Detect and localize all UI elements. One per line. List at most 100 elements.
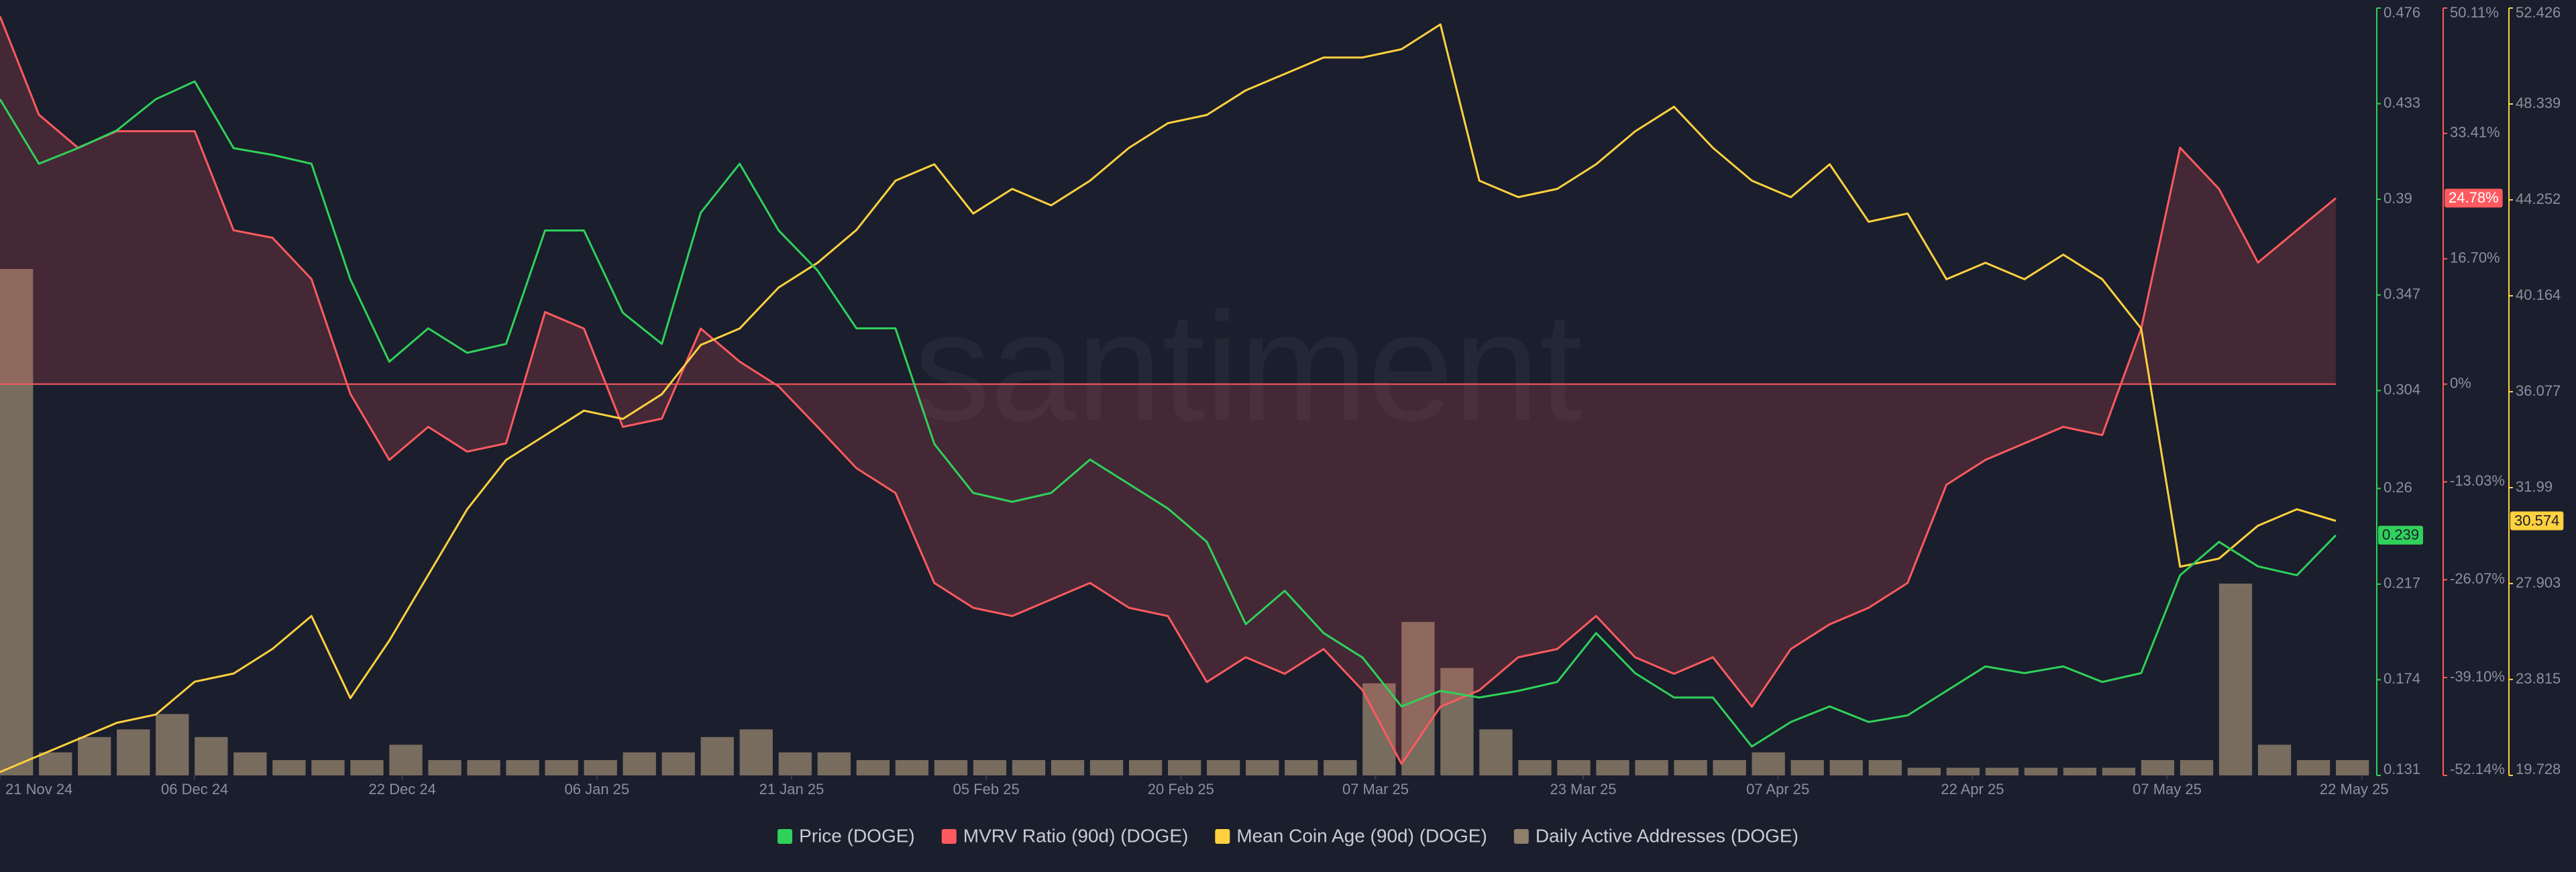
bar xyxy=(1246,760,1279,775)
bar xyxy=(1051,760,1085,775)
x-tick-label: 20 Feb 25 xyxy=(1148,781,1214,798)
bar xyxy=(2257,745,2292,775)
bar xyxy=(1479,729,1513,775)
value-badge: 30.574 xyxy=(2510,511,2564,531)
bar xyxy=(1752,752,1785,775)
bar xyxy=(1557,760,1591,775)
bar xyxy=(934,760,968,775)
bar xyxy=(817,752,851,775)
y-tick-label: 52.426 xyxy=(2516,4,2561,21)
bar xyxy=(78,737,111,775)
bar xyxy=(2102,767,2136,775)
bar xyxy=(1285,760,1318,775)
bar xyxy=(272,760,306,775)
y-tick-label: 0.347 xyxy=(2383,286,2420,303)
y-tick-label: 48.339 xyxy=(2516,95,2561,111)
x-tick-label: 21 Jan 25 xyxy=(759,781,824,798)
legend: Price (DOGE) MVRV Ratio (90d) (DOGE) Mean … xyxy=(777,825,1799,846)
badge-label: 24.78% xyxy=(2449,189,2499,206)
bar xyxy=(545,760,578,775)
y-tick-label: 0.476 xyxy=(2383,4,2420,21)
bar xyxy=(428,760,462,775)
legend-label: Mean Coin Age (90d) (DOGE) xyxy=(1236,825,1487,846)
y-tick-label: 40.164 xyxy=(2516,286,2561,303)
legend-swatch xyxy=(941,829,957,844)
y-tick-label: 0.304 xyxy=(2383,381,2420,398)
y-tick-label: 0.131 xyxy=(2383,761,2420,777)
watermark: santiment xyxy=(913,280,1582,453)
bar xyxy=(973,760,1007,775)
bar xyxy=(1128,760,1163,775)
bar xyxy=(1946,767,1980,775)
legend-label: Daily Active Addresses (DOGE) xyxy=(1536,825,1799,846)
bar xyxy=(623,752,656,775)
mvrv-area xyxy=(0,16,2336,764)
bar xyxy=(700,737,734,775)
y-tick-label: 44.252 xyxy=(2516,190,2561,207)
bar xyxy=(1596,760,1629,775)
legend-swatch xyxy=(1513,829,1529,844)
bar xyxy=(2141,760,2175,775)
x-tick-label: 06 Dec 24 xyxy=(161,781,228,798)
y-tick-label: 23.815 xyxy=(2516,670,2561,687)
y-tick-label: 0% xyxy=(2450,374,2471,391)
y-tick-label: 19.728 xyxy=(2516,761,2561,777)
bar xyxy=(389,745,423,775)
bar xyxy=(1324,760,1357,775)
y-tick-label: -39.10% xyxy=(2450,668,2505,685)
bar xyxy=(2063,767,2097,775)
legend-label: Price (DOGE) xyxy=(799,825,915,846)
bar xyxy=(233,752,267,775)
bar xyxy=(2218,584,2253,775)
badge-label: 30.574 xyxy=(2514,512,2559,529)
x-tick-label: 22 Dec 24 xyxy=(369,781,436,798)
y-tick-label: -13.03% xyxy=(2450,472,2505,489)
bar xyxy=(311,760,345,775)
bar xyxy=(2296,760,2330,775)
bar xyxy=(778,752,812,775)
series-line xyxy=(0,15,2337,765)
bar xyxy=(1713,760,1746,775)
bar xyxy=(1089,760,1124,775)
y-tick-label: 36.077 xyxy=(2516,382,2561,399)
bar xyxy=(350,760,384,775)
bar xyxy=(39,752,72,775)
bar xyxy=(2180,760,2214,775)
bar xyxy=(1518,760,1552,775)
bar xyxy=(1907,767,1941,775)
x-tick-label: 22 Apr 25 xyxy=(1941,781,2004,798)
value-badge: 0.239 xyxy=(2378,525,2424,545)
bar xyxy=(1868,760,1902,775)
bar xyxy=(2335,760,2369,775)
bar xyxy=(0,268,34,776)
x-tick-label: 05 Feb 25 xyxy=(953,781,1020,798)
bar xyxy=(1674,760,1707,775)
x-tick-label: 07 Mar 25 xyxy=(1342,781,1409,798)
badge-bg xyxy=(2445,188,2503,208)
legend-label: MVRV Ratio (90d) (DOGE) xyxy=(963,825,1189,846)
y-tick-label: 0.26 xyxy=(2383,479,2412,496)
x-tick-label: 21 Nov 24 xyxy=(5,781,72,798)
bar xyxy=(467,760,500,775)
y-tick-label: 50.11% xyxy=(2450,4,2499,21)
bar xyxy=(739,729,773,775)
bar xyxy=(1012,760,1046,775)
bar xyxy=(1985,767,2019,775)
badge-bg xyxy=(2378,525,2424,545)
bar xyxy=(1207,760,1240,775)
badge-label: 0.239 xyxy=(2382,527,2419,543)
bar xyxy=(506,760,539,775)
y-tick-label: 27.903 xyxy=(2516,574,2561,591)
x-tick-label: 07 May 25 xyxy=(2133,781,2202,798)
bar xyxy=(1790,760,1824,775)
bar xyxy=(661,752,695,775)
value-badge: 24.78% xyxy=(2445,188,2503,208)
y-tick-label: 33.41% xyxy=(2450,124,2500,141)
bar xyxy=(584,760,617,775)
y-tick-label: 0.39 xyxy=(2383,190,2412,207)
x-tick-label: 06 Jan 25 xyxy=(565,781,630,798)
y-tick-label: -52.14% xyxy=(2450,761,2505,777)
bar xyxy=(1440,667,1474,775)
